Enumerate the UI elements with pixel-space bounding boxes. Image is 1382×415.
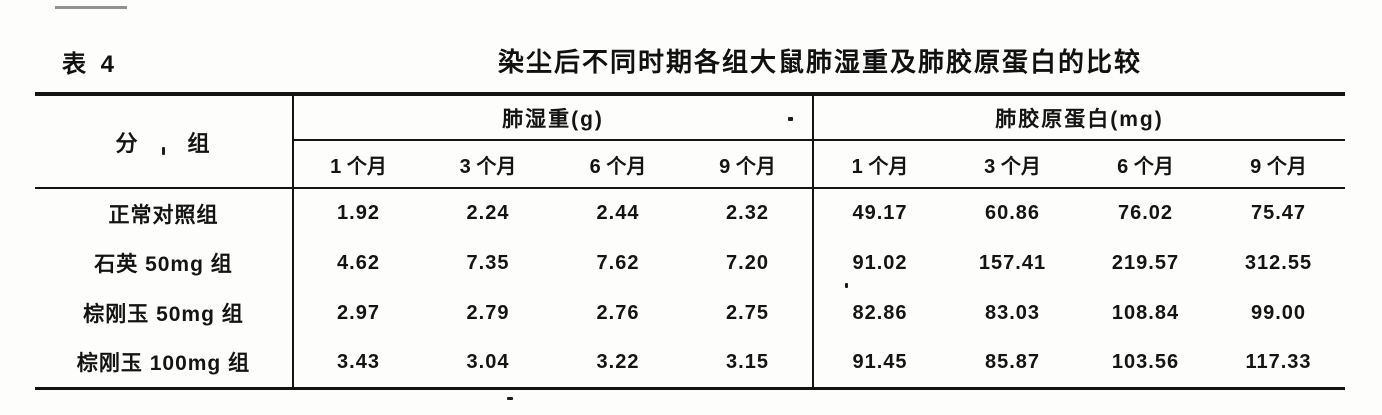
month-header: 9 个月 — [683, 140, 815, 189]
scan-artifact-dot — [507, 397, 513, 400]
data-cell: 3.22 — [596, 350, 640, 373]
data-cell: 91.45 — [852, 350, 908, 373]
data-cell: 157.41 — [978, 251, 1047, 274]
data-cell: 60.86 — [984, 202, 1041, 224]
section-header-row: 分 组 肺湿重(g) 肺胶原蛋白(mg) — [35, 94, 1346, 189]
data-cell: 4.62 — [337, 251, 380, 274]
data-cell: 3.43 — [337, 350, 380, 373]
data-cell: 49.17 — [852, 202, 908, 224]
table-row: 棕刚玉 50mg 组 2.97 2.79 2.76 2.75 82.86 83.… — [35, 288, 1345, 338]
data-cell: 3.15 — [683, 338, 815, 388]
table-row: 正常对照组 1.92 2.24 2.44 2.32 49.17 60.86 76… — [35, 188, 1345, 238]
section-header-collagen: 肺胶原蛋白(mg) — [813, 94, 1346, 141]
table-title: 染尘后不同时期各组大鼠肺湿重及肺胶原蛋白的比较 — [497, 47, 1142, 77]
table-row: 石英 50mg 组 4.62 7.35 7.62 7.20 91.02 157.… — [35, 238, 1345, 288]
month-header: 6 个月 — [1079, 140, 1213, 189]
data-cell: 108.84 — [1111, 301, 1180, 324]
data-cell: 83.03 — [984, 301, 1041, 324]
month-header: 3 个月 — [946, 140, 1080, 189]
scan-artifact-streak — [55, 6, 127, 9]
row-label: 棕刚玉 100mg 组 — [35, 338, 294, 388]
row-label: 棕刚玉 50mg 组 — [35, 288, 294, 338]
table-number-label: 表 4 — [62, 51, 119, 78]
table-caption: 表 4 染尘后不同时期各组大鼠肺湿重及肺胶原蛋白的比较 — [0, 40, 1382, 80]
scan-artifact-dot — [845, 283, 848, 288]
month-header: 3 个月 — [423, 140, 553, 189]
data-cell: 103.56 — [1111, 350, 1180, 373]
data-cell: 2.75 — [683, 288, 815, 338]
data-cell: 2.24 — [466, 202, 510, 224]
row-label: 石英 50mg 组 — [35, 238, 294, 288]
row-label: 正常对照组 — [35, 188, 294, 238]
data-cell: 1.92 — [337, 202, 380, 224]
data-cell: 91.02 — [852, 251, 908, 274]
data-cell: 7.35 — [466, 251, 510, 274]
scan-artifact-dot — [788, 117, 793, 121]
data-cell: 75.47 — [1250, 202, 1307, 224]
data-cell: 219.57 — [1111, 251, 1180, 274]
data-cell: 2.97 — [337, 301, 380, 324]
scan-artifact-dot — [162, 147, 165, 155]
month-header: 1 个月 — [293, 140, 423, 189]
data-table: 分 组 肺湿重(g) 肺胶原蛋白(mg) 1 个月 3 个月 6 个月 9 个月… — [35, 92, 1346, 390]
data-cell: 99.00 — [1250, 301, 1307, 324]
month-header: 1 个月 — [813, 140, 947, 189]
data-cell: 85.87 — [984, 350, 1041, 373]
table-row: 棕刚玉 100mg 组 3.43 3.04 3.22 3.15 91.45 85… — [35, 338, 1345, 388]
data-cell: 2.79 — [466, 301, 510, 324]
data-cell: 3.04 — [466, 350, 510, 373]
month-header-row: 1 个月 3 个月 6 个月 9 个月 1 个月 3 个月 6 个月 9 个月 — [35, 140, 1346, 189]
data-cell: 7.62 — [596, 251, 640, 274]
month-header: 9 个月 — [1212, 140, 1346, 189]
data-cell: 82.86 — [852, 301, 908, 324]
section-header-wet-weight: 肺湿重(g) — [293, 94, 815, 141]
data-cell: 117.33 — [1245, 350, 1312, 373]
data-cell: 7.20 — [683, 238, 815, 288]
data-cell: 2.76 — [596, 301, 640, 324]
data-cell: 76.02 — [1117, 202, 1174, 224]
data-cell: 312.55 — [1244, 251, 1313, 274]
data-cell: 2.44 — [596, 202, 640, 224]
month-header: 6 个月 — [553, 140, 683, 189]
group-column-header: 分 组 — [35, 94, 294, 189]
data-cell: 2.32 — [683, 188, 815, 238]
